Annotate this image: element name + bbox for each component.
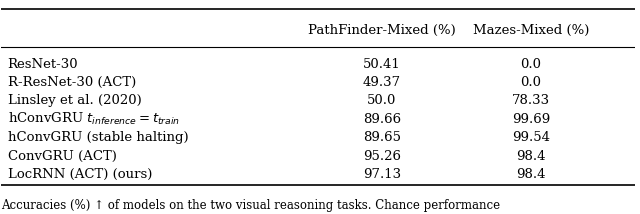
Text: Accuracies (%) ↑ of models on the two visual reasoning tasks. Chance performance: Accuracies (%) ↑ of models on the two vi… bbox=[1, 199, 500, 212]
Text: 89.65: 89.65 bbox=[363, 131, 401, 144]
Text: ConvGRU (ACT): ConvGRU (ACT) bbox=[8, 150, 116, 162]
Text: 99.54: 99.54 bbox=[512, 131, 550, 144]
Text: 98.4: 98.4 bbox=[516, 168, 546, 181]
Text: 50.0: 50.0 bbox=[367, 94, 397, 107]
Text: 0.0: 0.0 bbox=[520, 76, 541, 89]
Text: 50.41: 50.41 bbox=[363, 58, 401, 71]
Text: hConvGRU (stable halting): hConvGRU (stable halting) bbox=[8, 131, 188, 144]
Text: ResNet-30: ResNet-30 bbox=[8, 58, 78, 71]
Text: 95.26: 95.26 bbox=[363, 150, 401, 162]
Text: 97.13: 97.13 bbox=[363, 168, 401, 181]
Text: R-ResNet-30 (ACT): R-ResNet-30 (ACT) bbox=[8, 76, 136, 89]
Text: hConvGRU $t_{inference} = t_{train}$: hConvGRU $t_{inference} = t_{train}$ bbox=[8, 111, 180, 127]
Text: Linsley et al. (2020): Linsley et al. (2020) bbox=[8, 94, 141, 107]
Text: 49.37: 49.37 bbox=[363, 76, 401, 89]
Text: Mazes-Mixed (%): Mazes-Mixed (%) bbox=[473, 24, 589, 37]
Text: PathFinder-Mixed (%): PathFinder-Mixed (%) bbox=[308, 24, 456, 37]
Text: 98.4: 98.4 bbox=[516, 150, 546, 162]
Text: 89.66: 89.66 bbox=[363, 113, 401, 126]
Text: 78.33: 78.33 bbox=[512, 94, 550, 107]
Text: 99.69: 99.69 bbox=[512, 113, 550, 126]
Text: 0.0: 0.0 bbox=[520, 58, 541, 71]
Text: LocRNN (ACT) (ours): LocRNN (ACT) (ours) bbox=[8, 168, 152, 181]
